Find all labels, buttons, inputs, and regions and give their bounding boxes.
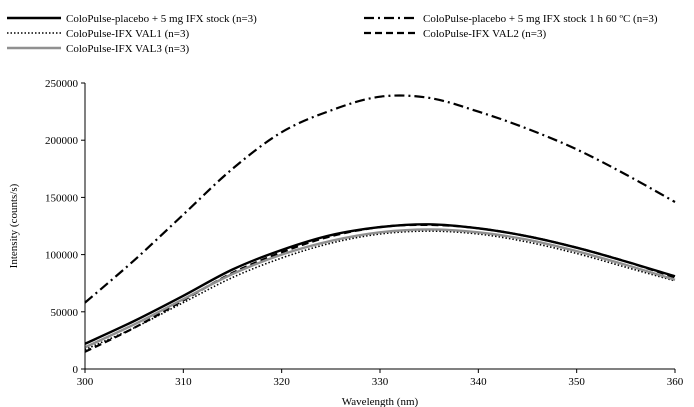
y-tick-label: 250000: [45, 78, 79, 90]
x-tick-label: 340: [470, 376, 487, 388]
y-tick-label: 0: [73, 364, 79, 376]
series-line-ifx-val2: [84, 223, 676, 353]
x-tick-label: 320: [273, 376, 290, 388]
legend-label: ColoPulse-placebo + 5 mg IFX stock (n=3): [66, 13, 257, 25]
series-line-ifx-val3: [84, 228, 676, 349]
y-tick-label: 50000: [51, 307, 79, 319]
y-axis-title: Intensity (counts/s): [8, 183, 20, 268]
legend-label: ColoPulse-IFX VAL1 (n=3): [66, 28, 189, 40]
x-tick-label: 310: [175, 376, 192, 388]
x-tick-label: 350: [568, 376, 585, 388]
series-line-placebo-ifx-stock-heated: [84, 94, 676, 304]
plot-lines: [84, 94, 676, 353]
legend-label: ColoPulse-placebo + 5 mg IFX stock 1 h 6…: [423, 13, 658, 25]
ticks: 0 50000 100000 150000 200000 250000 300 310 320 3…: [45, 78, 684, 388]
legend-label: ColoPulse-IFX VAL2 (n=3): [423, 28, 546, 40]
series-line-ifx-val1: [84, 230, 676, 351]
x-tick-label: 360: [667, 376, 684, 388]
y-tick-label: 200000: [45, 135, 79, 147]
x-tick-label: 300: [77, 376, 94, 388]
x-tick-label: 330: [372, 376, 389, 388]
y-tick-label: 150000: [45, 192, 79, 204]
series-line-placebo-ifx-stock: [84, 223, 676, 345]
y-tick-label: 100000: [45, 250, 79, 262]
legend: ColoPulse-placebo + 5 mg IFX stock (n=3)…: [7, 13, 658, 55]
legend-label: ColoPulse-IFX VAL3 (n=3): [66, 43, 189, 55]
x-axis-title: Wavelength (nm): [342, 396, 419, 407]
